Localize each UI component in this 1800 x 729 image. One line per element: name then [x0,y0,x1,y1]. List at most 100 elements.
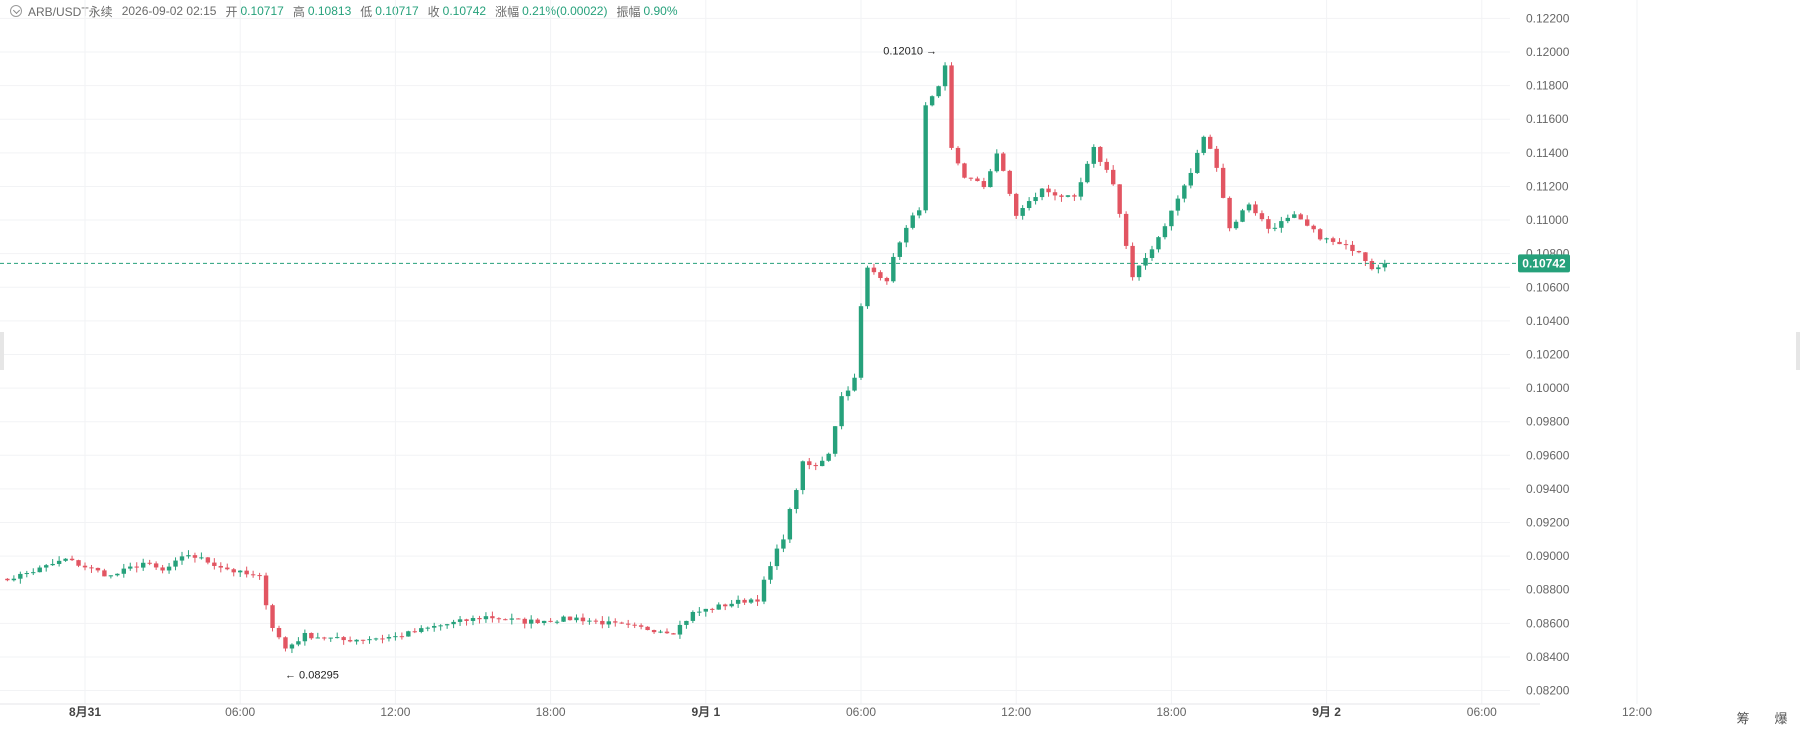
price-markers: 0.10742 0.12010 → ← 0.08295 [0,45,1570,682]
candle [1123,211,1129,250]
candle [729,600,734,608]
candle [710,607,715,613]
chips-button[interactable]: 筹 [1736,710,1750,726]
candle-body [69,558,75,561]
candle-body [173,560,178,567]
candle [897,241,902,261]
candle [425,626,430,632]
candle [121,563,126,578]
candle [1285,214,1290,224]
liquidation-button[interactable]: 爆 [1774,710,1788,726]
candle-body [393,636,398,638]
high-value: 0.10813 [307,4,352,18]
candle [600,616,605,629]
candle-body [975,178,980,182]
open-value: 0.10717 [240,4,284,18]
candle-body [1324,238,1329,240]
candle [1201,135,1206,156]
candle-body [1149,249,1155,258]
candle [192,552,198,563]
candle-body [231,569,236,573]
collapse-chevron-icon[interactable] [10,5,22,17]
candle [904,225,909,248]
candle [496,617,502,623]
candle-body [128,566,133,569]
candle-body [289,644,295,649]
candle [632,622,637,629]
candle [1033,192,1038,205]
candle [1104,158,1109,173]
candle-body [1136,265,1142,278]
candle-body [399,636,405,638]
candle-body [108,575,114,577]
candle-body [166,566,172,571]
candle [1149,245,1155,261]
y-tick-label: 0.11000 [1526,213,1569,227]
candle-body [419,628,424,632]
x-tick-label: 9月 2 [1312,705,1341,719]
symbol-name[interactable]: ARB/USDT永续 [28,4,113,19]
candle [56,556,62,567]
candle [483,612,489,623]
candle-body [205,557,211,563]
candle-body [781,539,786,549]
candle-body [1317,229,1323,240]
candle-body [1059,195,1064,197]
candle-body [852,377,857,391]
candle [186,550,191,559]
change-label: 涨幅 [495,4,520,19]
candle-body [942,65,948,87]
candle-body [865,267,870,307]
candle-body [755,599,760,602]
candle [1330,236,1336,246]
y-tick-label: 0.12200 [1526,11,1570,25]
candle-body [121,568,126,574]
open-label: 开 [225,4,238,19]
candle-body [1020,208,1025,216]
candle [199,552,204,560]
candle [716,602,721,610]
candle [108,575,114,579]
candle [942,62,948,91]
candle [619,621,624,624]
candle-body [1233,221,1239,229]
candle-body [910,215,915,228]
left-panel-handle[interactable] [0,332,4,370]
chart-grid [0,0,1638,705]
candle [1266,215,1271,234]
candle [580,613,586,625]
candle-body [1046,188,1051,193]
y-tick-label: 0.10400 [1526,314,1570,328]
close-label: 收 [427,4,440,19]
candle-body [1169,210,1174,227]
candle-body [1279,221,1284,228]
amplitude-value: 0.90% [643,4,678,18]
candle [638,623,644,630]
candle-body [587,620,592,622]
candle-body [561,616,566,622]
candle-body [1208,136,1213,149]
candle-body [218,565,223,568]
candle [1233,219,1239,230]
candle-body [968,177,974,179]
candle-body [102,570,107,577]
candle [1311,224,1316,233]
candle [613,618,618,627]
candle-body [192,555,198,558]
candle-body [5,578,10,581]
candle [794,488,799,514]
y-tick-label: 0.08800 [1526,583,1570,597]
candle-body [89,567,94,569]
candle-body [1001,153,1006,171]
candle [910,212,915,230]
candle-body [283,637,288,649]
right-panel-handle[interactable] [1796,332,1800,370]
x-tick-label: 06:00 [846,705,876,719]
candle-body [199,557,204,559]
candle-body [457,619,463,622]
candle [44,564,49,572]
candle [955,146,961,166]
candle [1195,149,1200,174]
candle [962,162,967,179]
